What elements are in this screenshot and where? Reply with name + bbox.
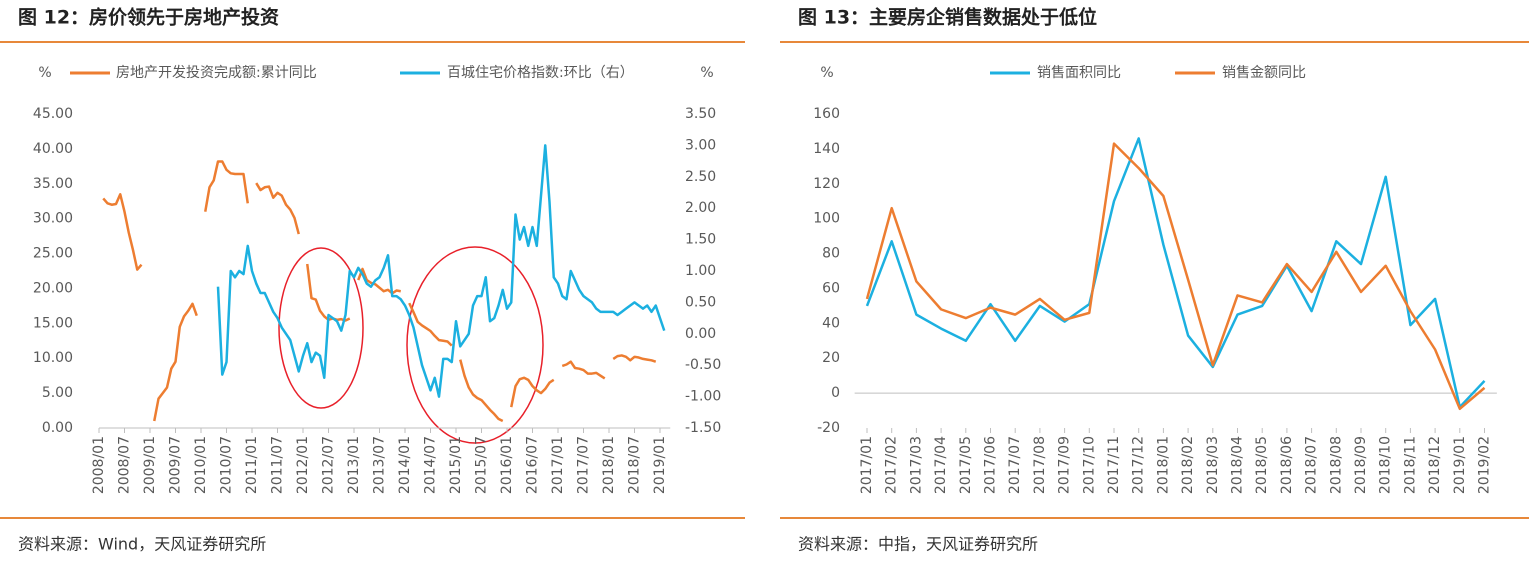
- x-tick-label: 2017/06: [983, 436, 999, 494]
- y-tick-label: 60: [822, 280, 840, 296]
- y2-tick-label: 0.00: [685, 326, 716, 342]
- series-line: [102, 160, 657, 423]
- x-tick-label: 2016/07: [525, 436, 541, 494]
- x-tick-label: 2017/07: [576, 436, 592, 494]
- source-note: 资料来源：Wind，天风证券研究所: [18, 535, 266, 554]
- highlight-ellipse: [406, 246, 544, 444]
- x-tick-label: 2016/01: [499, 436, 515, 494]
- x-tick-label: 2013/07: [372, 436, 388, 494]
- y2-tick-label: -1.00: [685, 389, 721, 405]
- x-tick-label: 2017/08: [1032, 436, 1048, 494]
- x-tick-label: 2018/04: [1230, 436, 1246, 494]
- y-tick-label: 20.00: [33, 280, 73, 296]
- series-line: [216, 144, 666, 398]
- x-tick-label: 2017/01: [550, 436, 566, 494]
- x-tick-label: 2015/01: [448, 436, 464, 494]
- x-tick-label: 2019/01: [1452, 436, 1468, 494]
- y-tick-label: 45.00: [33, 106, 73, 122]
- x-tick-label: 2018/05: [1254, 436, 1270, 494]
- y-tick-label: 20: [822, 350, 840, 366]
- x-tick-label: 2012/07: [321, 436, 337, 494]
- x-tick-label: 2018/03: [1205, 436, 1221, 494]
- x-tick-label: 2017/10: [1081, 436, 1097, 494]
- y2-tick-label: 2.50: [685, 169, 716, 185]
- x-tick-label: 2018/02: [1180, 436, 1196, 494]
- series-line: [865, 142, 1486, 411]
- x-tick-label: 2017/05: [958, 436, 974, 494]
- x-tick-label: 2017/03: [908, 436, 924, 494]
- x-tick-label: 2014/01: [397, 436, 413, 494]
- y-tick-label: 0: [831, 385, 840, 401]
- x-tick-label: 2010/07: [219, 436, 235, 494]
- x-tick-label: 2017/02: [884, 436, 900, 494]
- y-tick-label: 25.00: [33, 246, 73, 262]
- x-tick-label: 2018/08: [1328, 436, 1344, 494]
- y2-tick-label: 2.00: [685, 200, 716, 216]
- x-tick-label: 2018/12: [1427, 436, 1443, 494]
- y2-axis-unit: %: [700, 65, 713, 81]
- x-tick-label: 2018/06: [1279, 436, 1295, 494]
- x-tick-label: 2018/07: [627, 436, 643, 494]
- x-tick-label: 2010/01: [193, 436, 209, 494]
- y2-tick-label: 3.00: [685, 137, 716, 153]
- y2-tick-label: 1.50: [685, 232, 716, 248]
- y-tick-label: 35.00: [33, 176, 73, 192]
- y2-tick-label: 3.50: [685, 106, 716, 122]
- y-tick-label: 10.00: [33, 350, 73, 366]
- x-tick-label: 2011/01: [244, 436, 260, 494]
- highlight-ellipse: [278, 247, 364, 409]
- series-line: [865, 137, 1486, 409]
- x-tick-label: 2017/07: [1007, 436, 1023, 494]
- y-tick-label: 140: [813, 141, 840, 157]
- x-tick-label: 2018/09: [1353, 436, 1369, 494]
- x-tick-label: 2009/01: [142, 436, 158, 494]
- y-axis-unit: %: [820, 65, 833, 81]
- x-tick-label: 2018/10: [1378, 436, 1394, 494]
- y2-tick-label: -0.50: [685, 357, 721, 373]
- chart-title: 图 13：主要房企销售数据处于低位: [798, 6, 1097, 29]
- y-tick-label: 40.00: [33, 141, 73, 157]
- x-tick-label: 2018/11: [1402, 436, 1418, 494]
- x-tick-label: 2017/09: [1057, 436, 1073, 494]
- x-tick-label: 2018/01: [1155, 436, 1171, 494]
- x-tick-label: 2011/07: [270, 436, 286, 494]
- y2-tick-label: -1.50: [685, 420, 721, 436]
- x-tick-label: 2017/04: [933, 436, 949, 494]
- legend-label: 百城住宅价格指数:环比（右）: [447, 65, 634, 81]
- y-tick-label: 80: [822, 246, 840, 262]
- x-tick-label: 2017/01: [859, 436, 875, 494]
- x-tick-label: 2018/07: [1304, 436, 1320, 494]
- y-tick-label: 40: [822, 315, 840, 331]
- y-tick-label: -20: [817, 420, 840, 436]
- x-tick-label: 2017/12: [1131, 436, 1147, 494]
- y-tick-label: 5.00: [42, 385, 73, 401]
- x-tick-label: 2008/01: [91, 436, 107, 494]
- x-tick-label: 2014/07: [423, 436, 439, 494]
- x-tick-label: 2018/01: [601, 436, 617, 494]
- y-axis-unit: %: [38, 65, 51, 81]
- x-tick-label: 2017/11: [1106, 436, 1122, 494]
- x-tick-label: 2012/01: [295, 436, 311, 494]
- y-tick-label: 100: [813, 211, 840, 227]
- legend-label: 销售面积同比: [1037, 65, 1121, 81]
- chart-title: 图 12：房价领先于房地产投资: [18, 6, 279, 29]
- x-tick-label: 2008/07: [117, 436, 133, 494]
- y2-tick-label: 0.50: [685, 294, 716, 310]
- x-tick-label: 2009/07: [168, 436, 184, 494]
- y-tick-label: 160: [813, 106, 840, 122]
- legend-label: 销售金额同比: [1222, 65, 1306, 81]
- x-tick-label: 2019/02: [1477, 436, 1493, 494]
- x-tick-label: 2013/01: [346, 436, 362, 494]
- y2-tick-label: 1.00: [685, 263, 716, 279]
- source-note: 资料来源：中指，天风证券研究所: [798, 535, 1038, 554]
- x-tick-label: 2019/01: [652, 436, 668, 494]
- legend-label: 房地产开发投资完成额:累计同比: [116, 65, 317, 81]
- y-tick-label: 30.00: [33, 211, 73, 227]
- y-tick-label: 120: [813, 176, 840, 192]
- x-tick-label: 2015/07: [474, 436, 490, 494]
- y-tick-label: 15.00: [33, 315, 73, 331]
- y-tick-label: 0.00: [42, 420, 73, 436]
